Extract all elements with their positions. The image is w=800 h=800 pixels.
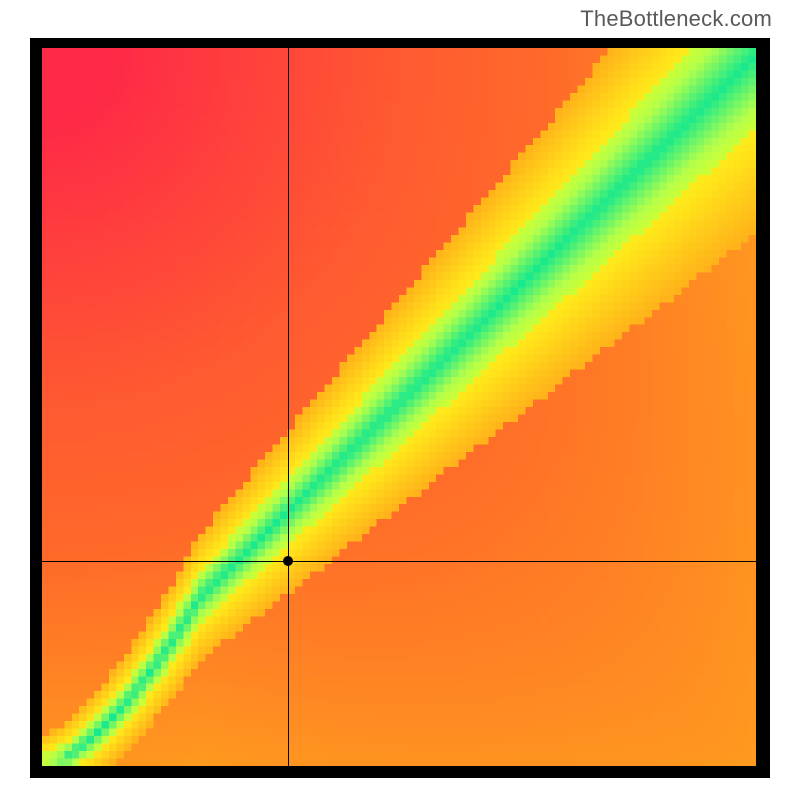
plot-frame (30, 38, 770, 778)
crosshair-horizontal (42, 561, 756, 562)
bottleneck-heatmap (42, 48, 756, 766)
watermark-text: TheBottleneck.com (580, 6, 772, 32)
crosshair-vertical (288, 48, 289, 766)
chart-container: TheBottleneck.com (0, 0, 800, 800)
data-point-marker (283, 556, 293, 566)
